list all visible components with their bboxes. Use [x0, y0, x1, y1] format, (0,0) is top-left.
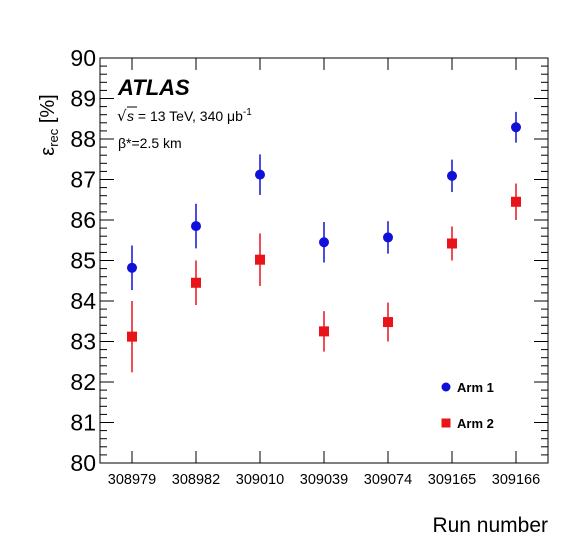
y-tick-label: 86	[70, 207, 96, 233]
y-tick-labels: 80 81 82 83 84 85 86 87 88 89 90	[70, 45, 96, 476]
sqrt-symbol: √	[117, 107, 127, 125]
x-tick-label: 308982	[172, 472, 220, 488]
beta-annotation: β*=2.5 km	[118, 135, 182, 151]
data-point	[127, 331, 137, 342]
series-layer	[127, 111, 521, 373]
y-tick-label: 81	[70, 410, 96, 436]
y-tick-label: 88	[70, 126, 96, 152]
data-point	[511, 196, 521, 207]
x-tick-label: 309039	[300, 472, 348, 488]
y-tick-label: 89	[70, 86, 96, 112]
legend-marker-arm2	[441, 418, 451, 428]
data-point	[191, 277, 201, 288]
legend: Arm 1 Arm 2	[441, 380, 494, 431]
data-point	[319, 237, 329, 248]
data-point	[383, 232, 393, 243]
legend-label-arm1: Arm 1	[457, 380, 494, 395]
data-point	[255, 169, 265, 180]
y-tick-label: 80	[70, 450, 96, 476]
data-point	[511, 122, 521, 133]
x-tick-label: 309166	[492, 472, 540, 488]
x-tick-label: 309165	[428, 472, 476, 488]
legend-marker-arm1	[441, 382, 451, 392]
x-tick-labels: 308979 308982 309010 309039 309074 309165 3091…	[108, 472, 540, 488]
y-tick-label: 84	[70, 288, 96, 314]
x-axis-label: Run number	[432, 514, 548, 537]
data-point	[255, 254, 265, 265]
data-point	[127, 262, 137, 273]
energy-annotation-text: s = 13 TeV, 340 μb-1	[127, 107, 252, 124]
y-tick-label: 85	[70, 248, 96, 274]
experiment-label: ATLAS	[117, 75, 190, 100]
y-tick-label: 83	[70, 329, 96, 355]
data-point	[319, 326, 329, 337]
axis-ticks	[100, 57, 548, 464]
y-tick-label: 82	[70, 369, 96, 395]
legend-label-arm2: Arm 2	[457, 416, 494, 431]
data-point	[191, 221, 201, 232]
energy-annotation: √ s = 13 TeV, 340 μb-1	[117, 106, 252, 125]
x-tick-label: 309074	[364, 472, 412, 488]
data-point	[447, 170, 457, 181]
x-tick-label: 308979	[108, 472, 156, 488]
y-axis-label: εrec [%]	[37, 94, 61, 155]
y-tick-label: 87	[70, 167, 96, 193]
data-point	[383, 317, 393, 328]
x-tick-label: 309010	[236, 472, 284, 488]
data-point	[447, 238, 457, 249]
y-tick-label: 90	[70, 45, 96, 71]
